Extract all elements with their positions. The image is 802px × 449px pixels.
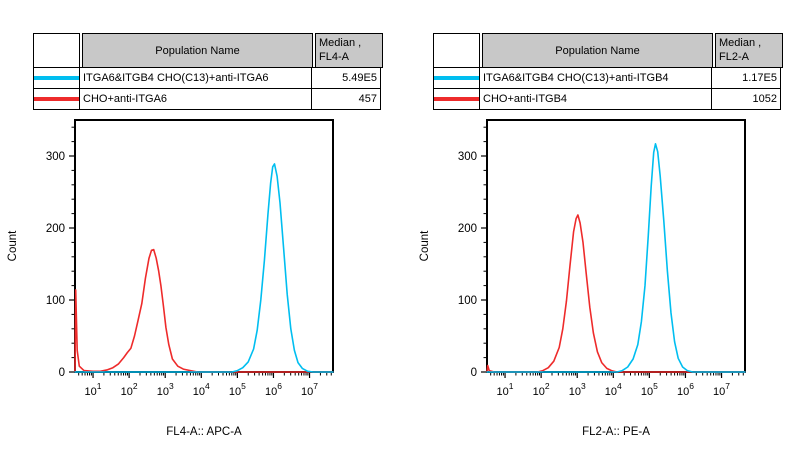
cyan-series-swatch — [434, 76, 479, 80]
population-name: CHO+anti-ITGA6 — [79, 88, 312, 110]
y-axis-label: Count — [419, 230, 431, 261]
x-tick-label: 107 — [301, 381, 318, 398]
median-header-line1: Median , — [719, 37, 762, 49]
y-tick-label: 200 — [458, 223, 477, 235]
red-series-swatch — [434, 97, 479, 101]
legend-table-right: Population Name Median , FL2-A ITGA6&ITG… — [433, 33, 783, 110]
median-value: 5.49E5 — [311, 67, 381, 89]
x-axis-label: FL2-A:: PE-A — [582, 426, 650, 438]
median-header: Median , FL2-A — [715, 33, 783, 68]
median-value: 1.17E5 — [711, 67, 781, 89]
x-tick-label: 103 — [569, 381, 586, 398]
x-tick-label: 105 — [641, 381, 658, 398]
x-tick-label: 106 — [265, 381, 282, 398]
table-row[interactable]: CHO+anti-ITGA6 457 — [33, 88, 383, 110]
y-tick-label: 300 — [46, 151, 65, 163]
x-tick-label: 105 — [229, 381, 246, 398]
legend-corner-cell — [433, 33, 480, 68]
y-tick-label: 300 — [458, 151, 477, 163]
series-swatch-cell — [33, 88, 80, 110]
population-name-header: Population Name — [82, 33, 313, 68]
table-row[interactable]: CHO+anti-ITGB4 1052 — [433, 88, 783, 110]
population-name: ITGA6&ITGB4 CHO(C13)+anti-ITGA6 — [79, 67, 312, 89]
median-header-line1: Median , — [319, 37, 362, 49]
population-name-header: Population Name — [482, 33, 713, 68]
x-tick-label: 107 — [713, 381, 730, 398]
legend-corner-cell — [33, 33, 80, 68]
series-swatch-cell — [433, 67, 480, 89]
population-name: ITGA6&ITGB4 CHO(C13)+anti-ITGB4 — [479, 67, 712, 89]
cyan-series-swatch — [34, 76, 79, 80]
red-series-swatch — [34, 97, 79, 101]
histogram-curve-cyan — [74, 163, 334, 373]
legend-table-left: Population Name Median , FL4-A ITGA6&ITG… — [33, 33, 383, 110]
x-tick-label: 101 — [85, 381, 102, 398]
x-tick-label: 102 — [533, 381, 550, 398]
median-header-line2: FL4-A — [319, 51, 349, 63]
table-row[interactable]: ITGA6&ITGB4 CHO(C13)+anti-ITGA6 5.49E5 — [33, 67, 383, 89]
y-tick-label: 100 — [46, 295, 65, 307]
median-header: Median , FL4-A — [315, 33, 383, 68]
x-tick-label: 103 — [157, 381, 174, 398]
y-tick-label: 200 — [46, 223, 65, 235]
y-tick-label: 0 — [59, 367, 65, 379]
median-header-line2: FL2-A — [719, 51, 749, 63]
y-tick-label: 100 — [458, 295, 477, 307]
x-tick-label: 104 — [193, 381, 210, 398]
plot-box — [74, 119, 334, 373]
y-axis-label: Count — [7, 230, 19, 261]
plot-box — [486, 119, 746, 373]
y-tick-label: 0 — [471, 367, 477, 379]
legend-header-row: Population Name Median , FL2-A — [433, 33, 783, 68]
table-row[interactable]: ITGA6&ITGB4 CHO(C13)+anti-ITGB4 1.17E5 — [433, 67, 783, 89]
x-tick-label: 102 — [121, 381, 138, 398]
x-tick-label: 104 — [605, 381, 622, 398]
x-tick-label: 106 — [677, 381, 694, 398]
histogram-curve-cyan — [486, 143, 746, 373]
x-axis-label: FL4-A:: APC-A — [166, 426, 242, 438]
x-tick-label: 101 — [497, 381, 514, 398]
population-name: CHO+anti-ITGB4 — [479, 88, 712, 110]
legend-header-row: Population Name Median , FL4-A — [33, 33, 383, 68]
median-value: 1052 — [711, 88, 781, 110]
series-swatch-cell — [33, 67, 80, 89]
median-value: 457 — [311, 88, 381, 110]
series-swatch-cell — [433, 88, 480, 110]
